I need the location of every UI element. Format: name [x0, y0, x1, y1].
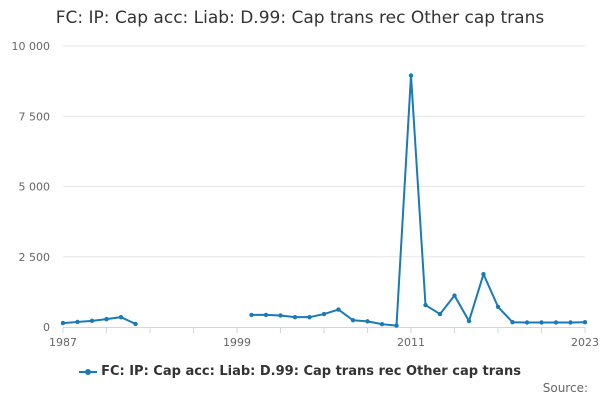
data-point[interactable]	[466, 318, 472, 324]
grid-lines	[63, 45, 585, 258]
chart-title: FC: IP: Cap acc: Liab: D.99: Cap trans r…	[55, 8, 545, 28]
data-point[interactable]	[510, 320, 515, 325]
data-point[interactable]	[423, 302, 428, 308]
data-point[interactable]	[481, 271, 486, 277]
data-point[interactable]	[263, 312, 269, 318]
data-point[interactable]	[495, 304, 501, 309]
data-point[interactable]	[568, 320, 573, 325]
data-point[interactable]	[582, 320, 588, 325]
data-point[interactable]	[394, 323, 399, 328]
data-point[interactable]	[321, 311, 327, 317]
data-point[interactable]	[437, 311, 443, 317]
data-point[interactable]	[379, 321, 385, 327]
data-point[interactable]	[452, 293, 457, 298]
y-tick-label: 5 000	[19, 181, 51, 194]
x-tick-label: 1987	[49, 336, 77, 349]
series-line[interactable]	[60, 73, 588, 328]
data-point[interactable]	[307, 314, 312, 320]
data-point[interactable]	[133, 321, 138, 327]
series-line-segment[interactable]	[250, 74, 586, 327]
data-point[interactable]	[539, 320, 544, 325]
x-axis	[62, 327, 586, 333]
y-tick-label: 2 500	[19, 251, 51, 264]
data-point[interactable]	[75, 319, 80, 325]
data-point[interactable]	[89, 318, 95, 324]
y-tick-label: 7 500	[19, 110, 51, 123]
y-tick-label: 10 000	[12, 40, 51, 53]
legend[interactable]: FC: IP: Cap acc: Liab: D.99: Cap trans r…	[0, 364, 600, 379]
data-point[interactable]	[524, 320, 530, 325]
data-point[interactable]	[553, 320, 559, 325]
data-point[interactable]	[408, 73, 414, 78]
source-label: Source:	[542, 381, 588, 395]
x-tick-label: 2011	[397, 336, 425, 349]
series-line-segment[interactable]	[62, 316, 137, 325]
data-point[interactable]	[104, 316, 109, 322]
x-axis-labels: 1987 1999 2011 2023	[49, 336, 599, 349]
y-tick-label: 0	[43, 321, 50, 334]
data-point[interactable]	[336, 307, 341, 312]
data-point[interactable]	[249, 312, 254, 318]
legend-series-label: FC: IP: Cap acc: Liab: D.99: Cap trans r…	[101, 364, 521, 379]
legend-series-icon	[79, 366, 98, 378]
data-point[interactable]	[278, 313, 283, 318]
data-point[interactable]	[60, 320, 66, 326]
data-point[interactable]	[292, 314, 298, 320]
y-axis-labels: 0 2 500 5 000 7 500 10 000	[12, 40, 51, 334]
data-point[interactable]	[118, 314, 124, 320]
data-point[interactable]	[365, 319, 370, 324]
x-tick-label: 2023	[571, 336, 599, 349]
data-point[interactable]	[350, 318, 356, 323]
x-tick-label: 1999	[223, 336, 251, 349]
